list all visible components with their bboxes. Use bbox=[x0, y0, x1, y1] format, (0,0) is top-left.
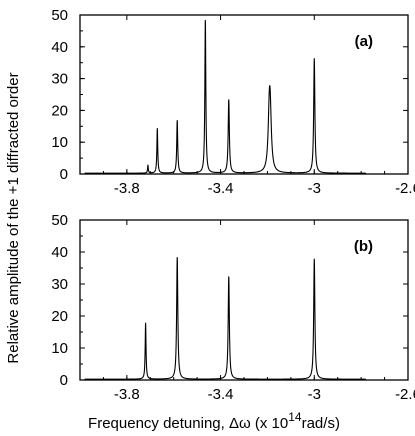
panel-label: (b) bbox=[354, 238, 373, 255]
panel-a: -3.8 -3.4 -3 -2.6 0 10 20 30 40 50 (a) bbox=[51, 7, 415, 197]
panel-label: (a) bbox=[355, 33, 373, 50]
x-tick-label: -2.6 bbox=[395, 386, 415, 403]
series-line bbox=[84, 257, 367, 380]
x-axis-label-units: rad/s) bbox=[302, 415, 340, 432]
y-tick-label: 0 bbox=[60, 166, 68, 183]
y-tick-label: 30 bbox=[51, 276, 68, 293]
x-axis-label-symbol: Δω bbox=[229, 415, 251, 432]
y-tick-label: 20 bbox=[51, 308, 68, 325]
x-tick-label: -3.8 bbox=[114, 386, 140, 403]
series-line bbox=[84, 19, 367, 174]
x-tick-label: -3 bbox=[308, 180, 321, 197]
y-tick-label: 10 bbox=[51, 340, 68, 357]
y-tick-label: 20 bbox=[51, 102, 68, 119]
x-axis-label-scale: (x 10 bbox=[251, 415, 289, 432]
y-tick-label: 50 bbox=[51, 212, 68, 229]
x-axis-label-exponent: 14 bbox=[288, 410, 302, 424]
x-tick-label: -3 bbox=[308, 386, 321, 403]
x-tick-label: -3.4 bbox=[208, 386, 234, 403]
y-tick-label: 40 bbox=[51, 39, 68, 56]
y-tick-label: 30 bbox=[51, 71, 68, 88]
x-axis-label-prefix: Frequency detuning, bbox=[88, 415, 229, 432]
x-tick-label: -3.4 bbox=[208, 180, 234, 197]
x-tick-label: -3.8 bbox=[114, 180, 140, 197]
x-axis-label: Frequency detuning, Δω (x 1014rad/s) bbox=[88, 410, 340, 432]
x-tick-label: -2.6 bbox=[395, 180, 415, 197]
y-tick-label: 10 bbox=[51, 134, 68, 151]
panel-b: -3.8 -3.4 -3 -2.6 0 10 20 30 40 50 (b) bbox=[51, 212, 415, 403]
y-tick-label: 0 bbox=[60, 372, 68, 389]
y-tick-label: 50 bbox=[51, 7, 68, 24]
y-tick-label: 40 bbox=[51, 244, 68, 261]
y-axis-label: Relative amplitude of the +1 diffracted … bbox=[5, 72, 22, 363]
